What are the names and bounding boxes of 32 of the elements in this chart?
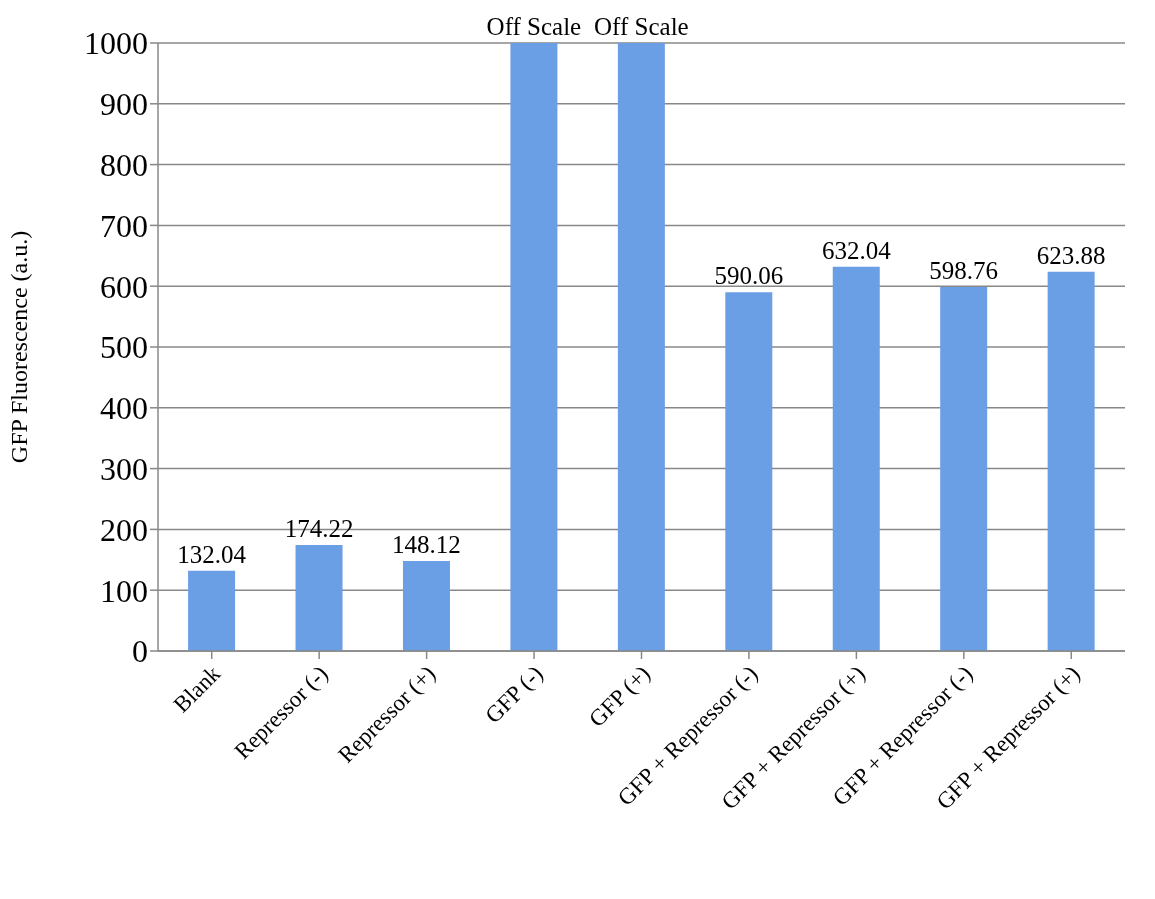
y-tick-label: 600: [100, 268, 148, 305]
y-tick-label: 0: [132, 633, 148, 670]
x-tick-label: GFP (-): [480, 660, 548, 729]
bar: [295, 545, 343, 651]
data-label: 148.12: [392, 530, 461, 558]
y-tick-label: 800: [100, 146, 148, 183]
data-label: 174.22: [284, 515, 354, 543]
y-axis-title: GFP Fluorescence (a.u.): [5, 230, 32, 464]
data-label: 598.76: [929, 256, 999, 284]
data-label: 623.88: [1036, 241, 1106, 269]
y-tick-label: 700: [100, 207, 148, 244]
bar: [832, 266, 880, 651]
data-label: Off Scale: [486, 13, 582, 40]
data-label: Off Scale: [594, 13, 689, 40]
bar: [617, 43, 665, 651]
y-tick-label: 1000: [84, 25, 148, 62]
data-label: 132.04: [177, 540, 247, 568]
data-label: 590.06: [714, 262, 784, 290]
y-tick-label: 100: [100, 572, 148, 609]
data-label: 632.04: [821, 236, 892, 264]
bar: [940, 286, 988, 651]
x-tick-label: GFP (+): [584, 660, 656, 732]
y-tick-label: 200: [100, 511, 148, 548]
y-tick-label: 300: [100, 450, 148, 487]
bar: [1047, 271, 1095, 651]
y-tick-label: 500: [100, 329, 148, 366]
bar: [402, 560, 450, 651]
y-tick-label: 400: [100, 390, 148, 427]
y-tick-label: 900: [100, 86, 148, 123]
bar: [725, 292, 773, 651]
bar: [510, 43, 558, 651]
bar: [188, 570, 236, 651]
